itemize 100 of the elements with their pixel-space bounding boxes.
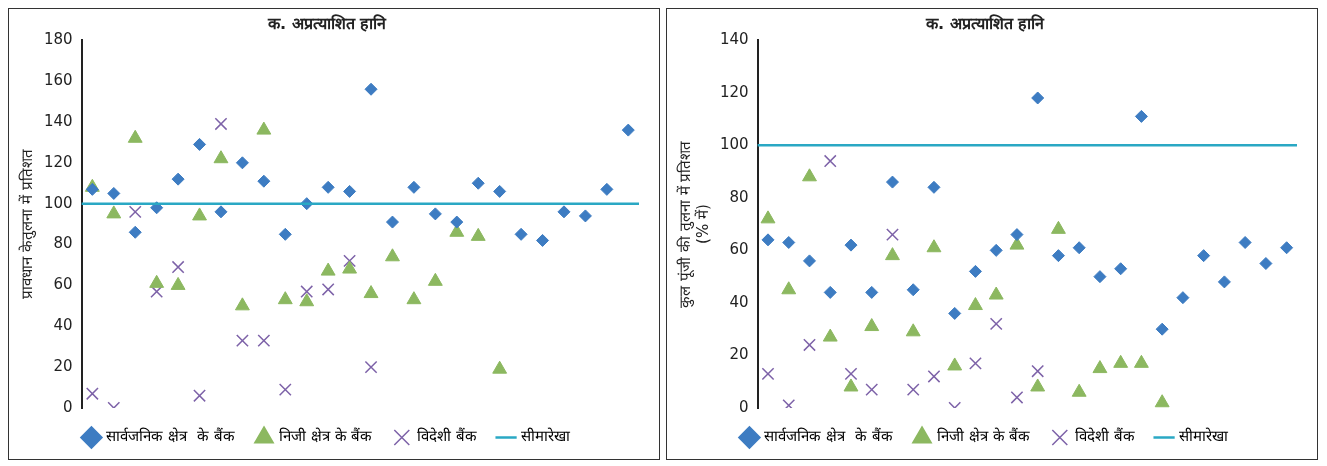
legend-label: विदेशी बैंक — [416, 427, 477, 446]
point — [1238, 235, 1252, 249]
legend-label: निजी क्षेत्र के बैंक — [937, 427, 1031, 446]
point — [428, 207, 442, 221]
y-tick-label: 160 — [43, 70, 73, 89]
point — [299, 293, 315, 307]
y-tick-label: 140 — [43, 111, 73, 130]
point — [948, 306, 962, 320]
point — [450, 215, 464, 229]
point — [364, 360, 378, 374]
point — [761, 233, 775, 247]
point — [865, 383, 879, 397]
point — [1093, 270, 1107, 284]
point — [363, 285, 379, 299]
point — [968, 297, 983, 311]
y-tick-label: 120 — [43, 152, 73, 171]
point — [1031, 364, 1045, 378]
point — [1154, 394, 1170, 408]
y-tick-label: 100 — [43, 193, 73, 212]
point — [427, 272, 443, 286]
point — [85, 182, 99, 196]
y-tick-label: 140 — [719, 30, 749, 49]
point — [235, 156, 249, 170]
point — [1031, 91, 1045, 105]
point — [1071, 383, 1087, 397]
point — [364, 82, 378, 96]
point — [171, 260, 185, 274]
point — [321, 180, 335, 194]
y-tick-label: 0 — [739, 397, 749, 416]
point — [760, 210, 776, 224]
point — [256, 121, 272, 135]
point — [803, 338, 816, 352]
point — [885, 247, 900, 261]
point — [385, 215, 399, 229]
point — [385, 248, 400, 262]
y-tick-label: 60 — [53, 275, 73, 294]
point — [1113, 354, 1129, 368]
point — [1280, 241, 1294, 255]
point — [989, 243, 1003, 257]
point — [278, 227, 292, 241]
point — [213, 150, 229, 164]
point — [844, 238, 858, 252]
point — [865, 285, 879, 299]
point — [885, 175, 899, 189]
legend-label: सार्वजनिक क्षेत्र के बैंक — [764, 427, 893, 446]
point — [214, 205, 228, 219]
point — [406, 291, 422, 305]
point — [236, 334, 249, 347]
legend-label: सीमारेखा — [521, 427, 572, 446]
point — [823, 285, 837, 299]
point — [128, 205, 142, 219]
legend-label: सीमारेखा — [1179, 427, 1230, 446]
point — [906, 283, 920, 297]
point — [927, 180, 941, 194]
point — [1176, 291, 1190, 305]
point — [802, 168, 817, 182]
point — [1114, 262, 1128, 276]
y-tick-label: 120 — [719, 82, 749, 101]
point — [844, 367, 858, 381]
y-axis-title: प्रावधान केतुलना में प्रतिशत — [17, 149, 37, 299]
point — [277, 291, 293, 305]
point — [192, 207, 207, 221]
point — [621, 123, 635, 137]
chart-title: क. अप्रत्याशित हानि — [924, 13, 1046, 33]
point — [492, 360, 508, 374]
y-tick-label: 180 — [43, 30, 73, 49]
y-axis-title: कुल पूंजी की तुलना में प्रतिशत (% में) — [675, 140, 712, 308]
point — [1051, 249, 1065, 263]
point — [578, 209, 592, 223]
legend-label: निजी क्षेत्र के बैंक — [279, 427, 373, 446]
point — [342, 260, 358, 274]
point — [150, 285, 164, 298]
point — [864, 318, 880, 332]
point — [1092, 360, 1108, 374]
point — [234, 297, 250, 311]
y-tick-label: 80 — [729, 187, 749, 206]
point — [927, 370, 941, 383]
legend-label: विदेशी बैंक — [1074, 427, 1135, 446]
point — [320, 262, 336, 276]
point — [193, 389, 206, 403]
point — [886, 228, 899, 242]
point — [470, 227, 486, 241]
point — [343, 254, 356, 268]
legend-label: सार्वजनिक क्षेत्र के बैंक — [106, 427, 235, 446]
point — [1217, 275, 1231, 289]
point — [926, 239, 942, 253]
point — [822, 328, 838, 342]
point — [257, 334, 271, 347]
point — [127, 129, 143, 143]
point — [128, 225, 142, 239]
point — [171, 172, 185, 186]
point — [257, 174, 271, 188]
y-tick-label: 20 — [729, 345, 749, 364]
point — [782, 235, 796, 249]
y-tick-label: 40 — [729, 292, 749, 311]
point — [557, 205, 571, 219]
y-tick-label: 60 — [729, 240, 749, 259]
point — [761, 367, 775, 381]
point — [407, 180, 421, 194]
point — [802, 254, 816, 268]
